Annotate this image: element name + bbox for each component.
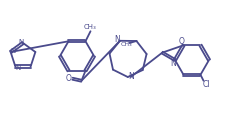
Text: N: N — [127, 72, 133, 82]
Text: CH₃: CH₃ — [120, 42, 132, 47]
Text: CH₃: CH₃ — [84, 24, 97, 30]
Text: N: N — [15, 65, 20, 71]
Text: Cl: Cl — [202, 80, 209, 89]
Text: O: O — [65, 74, 71, 83]
Text: N: N — [10, 48, 16, 55]
Text: N: N — [18, 38, 24, 44]
Text: N: N — [169, 59, 175, 69]
Text: O: O — [178, 37, 184, 46]
Text: N: N — [114, 35, 119, 44]
